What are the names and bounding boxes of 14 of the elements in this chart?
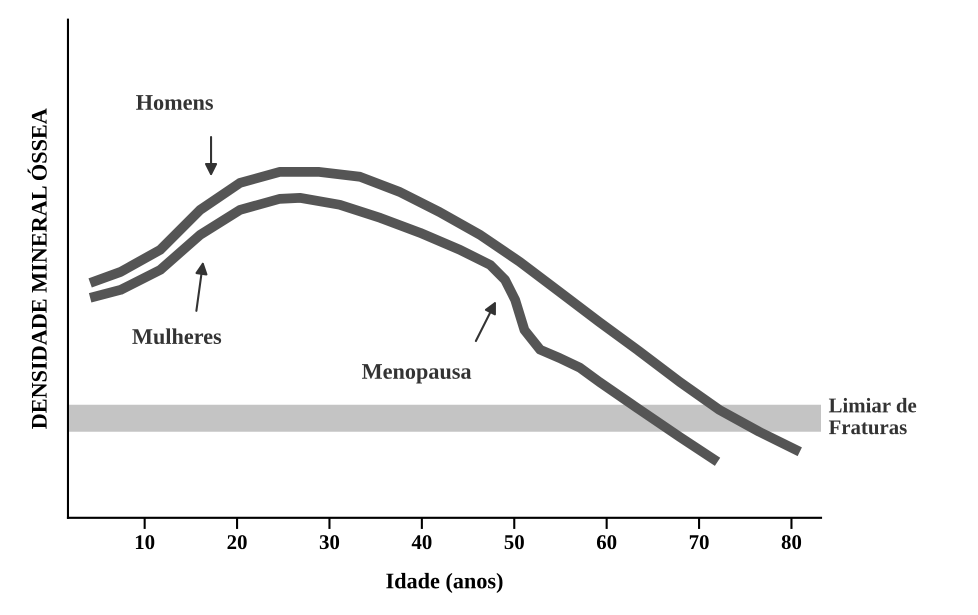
annotation: Menopausa bbox=[362, 364, 472, 384]
x-tick-label: 10 bbox=[136, 535, 154, 550]
y-axis-title: DENSIDADE MINERAL ÓSSEA bbox=[28, 108, 47, 429]
x-tick-label: 50 bbox=[504, 535, 524, 550]
x-axis-title: Idade (anos) bbox=[386, 572, 502, 593]
x-tick-label: 30 bbox=[320, 535, 340, 550]
x-tick-label: 70 bbox=[690, 535, 709, 550]
x-tick-label: 20 bbox=[228, 535, 247, 550]
annotation: Mulheres bbox=[132, 328, 222, 344]
x-tick-label: 40 bbox=[412, 535, 432, 550]
x-tick-label: 60 bbox=[596, 535, 616, 550]
text: Homens bbox=[136, 95, 213, 110]
x-tick-label: 80 bbox=[782, 535, 802, 550]
band-label: Limiar de Fraturas bbox=[828, 398, 916, 434]
